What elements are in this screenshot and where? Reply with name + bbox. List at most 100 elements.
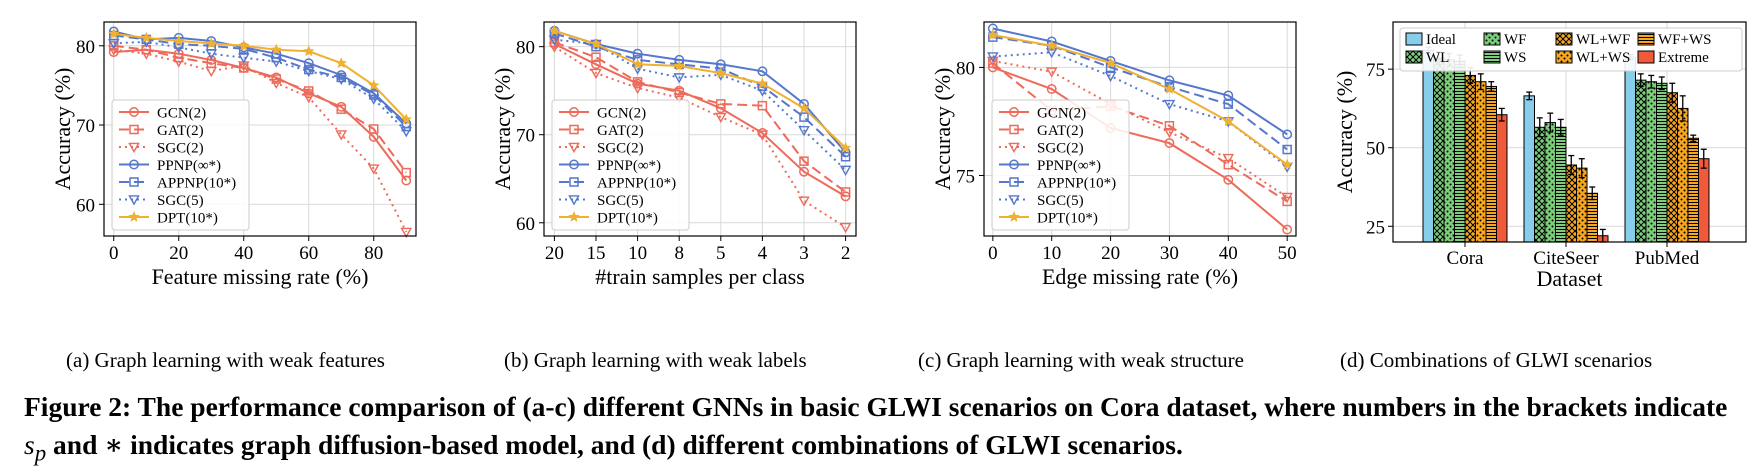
y-axis-label: Accuracy (%) (50, 68, 75, 191)
legend-marker (129, 177, 139, 187)
x-tick-label: 4 (758, 243, 768, 264)
data-point (988, 58, 998, 68)
bar (1565, 164, 1577, 243)
series-line (992, 66, 1288, 231)
x-tick-label: 40 (234, 243, 253, 264)
legend-swatch (1637, 50, 1655, 64)
bar (1635, 79, 1647, 243)
data-point (1104, 56, 1117, 69)
data-point (1282, 196, 1292, 207)
legend-swatch (1637, 32, 1655, 46)
series-DPT(10*) (107, 27, 413, 125)
plot-frame (103, 21, 417, 237)
data-point (590, 68, 602, 80)
legend-marker (568, 210, 580, 222)
bar (1698, 158, 1710, 243)
data-point (757, 66, 768, 77)
data-point (1282, 129, 1293, 140)
bar (1464, 74, 1476, 243)
x-tick-label: 10 (1042, 243, 1061, 264)
series-line (553, 43, 847, 198)
data-point (302, 66, 315, 78)
data-point (335, 57, 348, 69)
legend-marker (1008, 210, 1020, 222)
y-axis-label: Accuracy (%) (1332, 71, 1357, 194)
series-line (992, 59, 1288, 198)
data-point (1045, 39, 1058, 51)
y-tick-label: 70 (516, 126, 535, 147)
data-point (1281, 192, 1293, 204)
bar (1523, 95, 1535, 243)
bar (1576, 167, 1588, 243)
x-tick-label: 40 (1219, 243, 1238, 264)
legend-marker (569, 159, 579, 170)
series-line (992, 27, 1288, 136)
legend-marker (569, 107, 579, 117)
series-SGC(2) (107, 45, 413, 239)
legend-marker (128, 142, 140, 154)
data-point (1163, 82, 1176, 95)
legend-marker (129, 107, 139, 117)
y-axis-label: Accuracy (%) (490, 68, 515, 191)
series-line (113, 44, 408, 174)
data-point (674, 87, 684, 98)
x-tick-label: CiteSeer (1533, 248, 1599, 269)
y-tick-label: 80 (516, 38, 535, 59)
bar (1624, 56, 1636, 243)
data-point (549, 37, 560, 48)
legend-marker (569, 177, 579, 187)
data-point (140, 31, 153, 43)
series-line (554, 29, 847, 153)
data-point (237, 53, 250, 64)
data-point (632, 48, 643, 59)
data-point (205, 37, 218, 49)
legend-box (991, 99, 1130, 231)
legend-swatch (1405, 32, 1423, 46)
data-point (757, 100, 768, 111)
data-point (1163, 127, 1176, 139)
data-point (839, 222, 852, 234)
data-point (205, 49, 218, 60)
x-tick-label: 5 (716, 243, 726, 264)
chart-d: 25 50 75 Cora CiteSeer PubMed Dataset Accuracy … (1320, 0, 1764, 340)
bar (1666, 92, 1678, 243)
x-axis-label: Feature missing rate (%) (152, 264, 369, 289)
data-point (1223, 159, 1234, 170)
series-SGC(5) (107, 37, 413, 138)
legend-swatch (1555, 32, 1573, 46)
y-tick-label: 80 (76, 37, 95, 58)
data-point (839, 141, 852, 153)
legend-label: APPNP(10*) (597, 176, 676, 192)
legend-label: WL+WS (1576, 50, 1630, 66)
legend-label: DPT(10*) (1037, 211, 1098, 227)
data-point (172, 34, 185, 47)
data-point (367, 94, 380, 105)
data-point (367, 164, 380, 175)
x-tick-label: Cora (1447, 248, 1485, 269)
legend-label: SGC(5) (597, 193, 644, 209)
bar (1555, 126, 1567, 243)
y-tick-label: 50 (1366, 139, 1385, 160)
bar (1454, 60, 1466, 243)
data-point (369, 124, 379, 134)
x-tick-label: 80 (364, 243, 383, 264)
data-point (400, 127, 413, 138)
subcaption-b: (b) Graph learning with weak labels (504, 348, 807, 372)
legend-label: APPNP(10*) (1037, 176, 1116, 192)
legend-box (111, 99, 250, 231)
caption-text-1: Figure 2: The performance comparison of … (24, 391, 1728, 422)
legend-marker (129, 159, 139, 170)
legend-label: GAT(2) (157, 123, 204, 139)
legend-label: DPT(10*) (597, 211, 658, 227)
data-point (714, 66, 727, 79)
legend: Ideal WL WF WS WL+WF WL+WS WF+WS Extreme (1399, 27, 1743, 72)
data-point (1281, 158, 1294, 170)
legend-marker (1009, 124, 1019, 135)
data-point (716, 99, 726, 109)
chart-a: 0 20 40 60 80 60 70 80 Feature missing rate (%) A… (0, 0, 440, 340)
data-point (631, 58, 644, 70)
x-tick-label: 0 (109, 243, 119, 264)
series-DPT(10*) (548, 24, 852, 153)
data-point (1222, 153, 1235, 165)
series-line (113, 40, 408, 133)
